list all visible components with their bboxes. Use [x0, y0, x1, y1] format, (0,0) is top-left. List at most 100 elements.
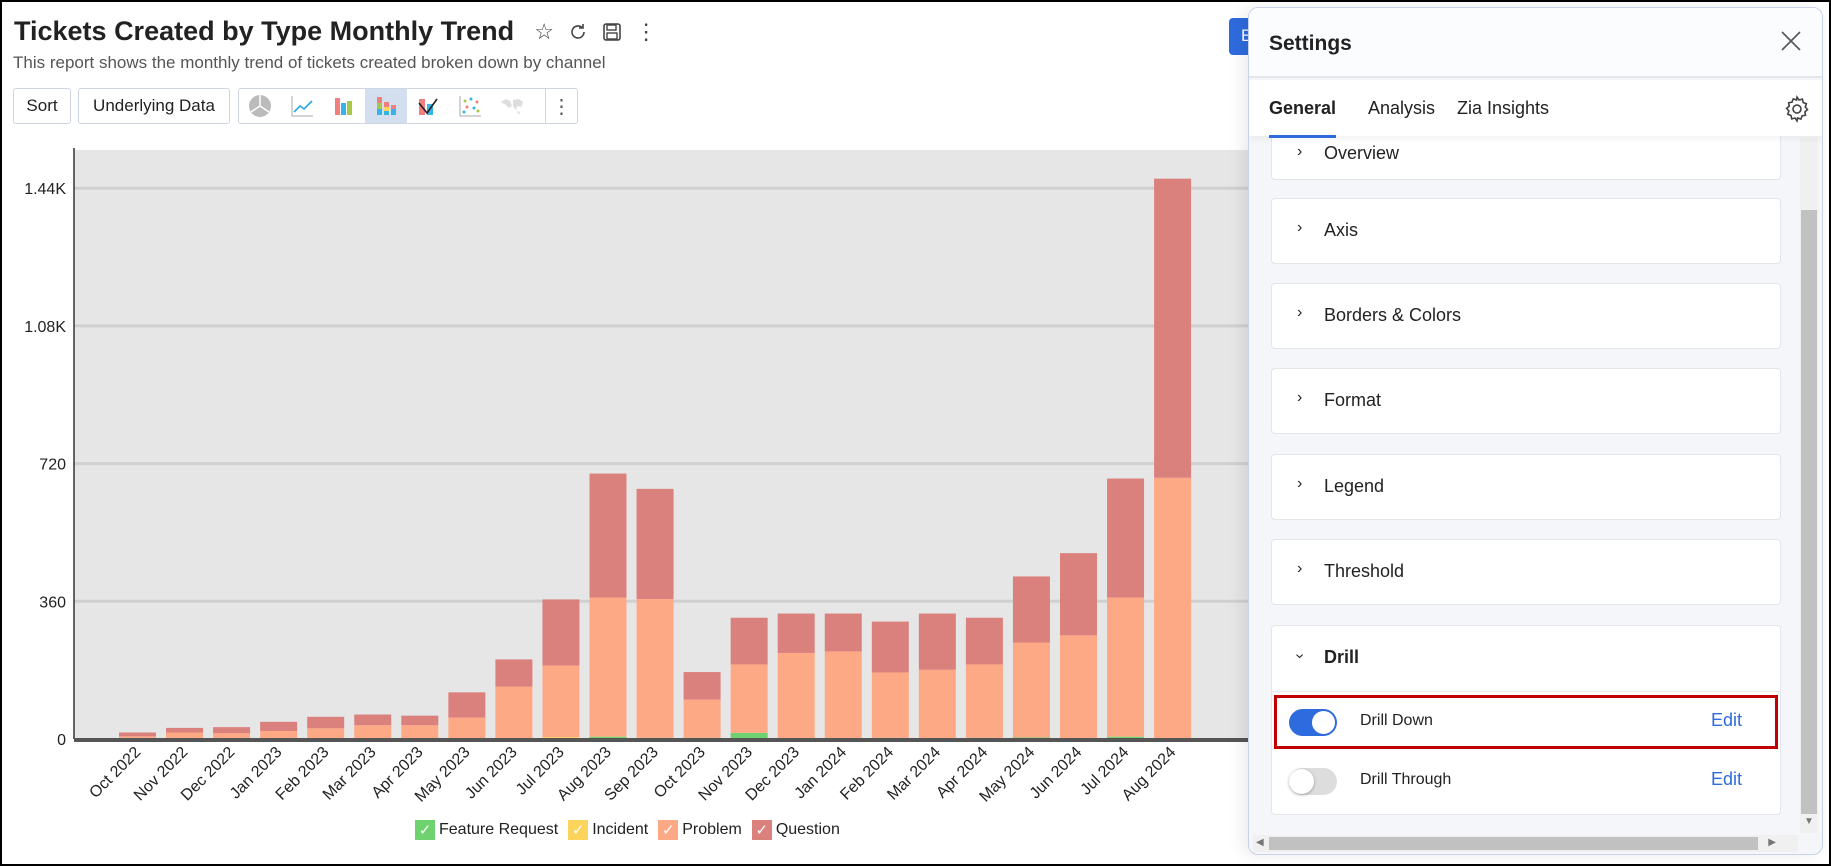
bar-segment-question[interactable]: [730, 617, 768, 665]
star-icon[interactable]: ☆: [534, 18, 554, 44]
bar-segment-problem[interactable]: [871, 672, 909, 738]
section-label: Overview: [1324, 143, 1400, 163]
bar-segment-question[interactable]: [1012, 576, 1050, 643]
bar-segment-question[interactable]: [1060, 553, 1097, 636]
legend-item-feature-request[interactable]: ✓ Feature Request: [415, 820, 558, 840]
x-tick-label: Jun 2024: [1027, 744, 1086, 803]
bar-segment-question[interactable]: [448, 692, 486, 718]
scroll-down-arrow-icon[interactable]: ▼: [1804, 816, 1814, 827]
tab-general[interactable]: General: [1269, 98, 1337, 138]
bar-segment-problem[interactable]: [260, 730, 298, 739]
bar-segment-question[interactable]: [683, 672, 721, 700]
drill-down-toggle[interactable]: [1289, 709, 1337, 736]
bar-segment-problem[interactable]: [1154, 477, 1192, 739]
legend-item-question[interactable]: ✓ Question: [751, 820, 840, 840]
settings-tabs: General Analysis Zia Insights: [1249, 80, 1822, 138]
section-axis[interactable]: › Axis: [1271, 198, 1781, 264]
chevron-down-icon: ›: [1291, 653, 1309, 659]
tab-analysis[interactable]: Analysis: [1368, 98, 1436, 118]
bar-segment-question[interactable]: [401, 715, 439, 726]
vertical-scrollbar[interactable]: ▼: [1800, 138, 1818, 833]
scroll-right-arrow-icon[interactable]: ▶: [1768, 837, 1776, 848]
bar-segment-problem[interactable]: [213, 733, 251, 739]
legend-item-incident[interactable]: ✓ Incident: [568, 820, 648, 840]
bar-segment-problem[interactable]: [166, 732, 204, 739]
scrollbar-thumb[interactable]: [1269, 837, 1758, 850]
bar-chart-icon[interactable]: [323, 89, 365, 123]
refresh-icon[interactable]: [566, 20, 590, 44]
drill-down-edit-link[interactable]: Edit: [1710, 710, 1742, 730]
bar-segment-question[interactable]: [260, 721, 298, 731]
bar-segment-question[interactable]: [918, 613, 956, 670]
checkmark-icon: ✓: [658, 820, 679, 840]
bar-segment-problem[interactable]: [1060, 635, 1097, 739]
bar-segment-question[interactable]: [589, 473, 627, 598]
bar-segment-feature-request[interactable]: [1107, 736, 1145, 739]
stacked-bar-chart-icon[interactable]: [365, 89, 407, 123]
bar-segment-question[interactable]: [213, 727, 251, 734]
bar-segment-problem[interactable]: [354, 725, 392, 739]
more-chart-types-icon[interactable]: ⋮: [545, 89, 577, 123]
bar-segment-problem[interactable]: [1012, 642, 1050, 738]
settings-title: Settings: [1269, 32, 1352, 55]
bar-segment-question[interactable]: [354, 714, 392, 726]
chevron-right-icon: ›: [1297, 560, 1303, 577]
bar-segment-problem[interactable]: [683, 699, 721, 738]
y-tick-label: 720: [39, 457, 66, 474]
section-legend[interactable]: › Legend: [1271, 454, 1781, 520]
bar-segment-problem[interactable]: [307, 728, 345, 739]
bar-segment-problem[interactable]: [542, 665, 580, 738]
legend-item-problem[interactable]: ✓ Problem: [658, 820, 742, 840]
sort-button[interactable]: Sort: [13, 88, 71, 124]
line-chart-icon[interactable]: [281, 89, 323, 123]
bar-segment-feature-request[interactable]: [589, 736, 627, 739]
horizontal-scrollbar[interactable]: ◀ ▶: [1253, 835, 1798, 852]
bar-segment-problem[interactable]: [777, 652, 815, 739]
bar-segment-problem[interactable]: [1107, 597, 1145, 737]
section-borders-colors[interactable]: › Borders & Colors: [1271, 283, 1781, 349]
section-label: Legend: [1324, 476, 1385, 496]
scroll-left-arrow-icon[interactable]: ◀: [1256, 837, 1264, 848]
gear-icon[interactable]: [1782, 94, 1812, 124]
bar-segment-question[interactable]: [119, 732, 156, 737]
scatter-chart-icon[interactable]: [449, 89, 491, 123]
scrollbar-thumb[interactable]: [1801, 210, 1817, 814]
bar-segment-problem[interactable]: [589, 597, 627, 737]
bar-segment-question[interactable]: [965, 617, 1003, 665]
bar-segment-question[interactable]: [495, 659, 533, 687]
section-label: Drill: [1324, 647, 1360, 667]
bar-segment-problem[interactable]: [636, 599, 674, 738]
more-vertical-icon[interactable]: ⋮: [635, 18, 658, 44]
drill-header[interactable]: › Drill: [1272, 626, 1780, 692]
underlying-data-button[interactable]: Underlying Data: [78, 88, 230, 124]
bar-segment-feature-request[interactable]: [730, 732, 768, 739]
drill-through-toggle[interactable]: [1289, 768, 1337, 795]
bar-segment-question[interactable]: [1107, 478, 1145, 598]
bar-segment-problem[interactable]: [730, 664, 768, 733]
bar-segment-question[interactable]: [1154, 178, 1192, 478]
section-format[interactable]: › Format: [1271, 368, 1781, 434]
pie-chart-icon[interactable]: [239, 89, 281, 123]
section-threshold[interactable]: › Threshold: [1271, 539, 1781, 605]
bar-segment-problem[interactable]: [448, 717, 486, 739]
bar-segment-problem[interactable]: [401, 725, 439, 739]
drill-through-edit-link[interactable]: Edit: [1710, 769, 1742, 789]
bar-segment-problem[interactable]: [918, 669, 956, 739]
bar-segment-problem[interactable]: [824, 651, 862, 739]
map-chart-icon[interactable]: [491, 89, 533, 123]
bar-segment-question[interactable]: [824, 613, 862, 652]
bar-segment-question[interactable]: [777, 613, 815, 653]
bar-segment-question[interactable]: [636, 488, 674, 600]
bar-segment-question[interactable]: [307, 716, 345, 729]
bar-segment-question[interactable]: [871, 621, 909, 673]
save-icon[interactable]: [600, 20, 624, 44]
close-icon[interactable]: [1774, 24, 1808, 58]
bar-segment-problem[interactable]: [965, 664, 1003, 738]
tab-zia-insights[interactable]: Zia Insights: [1457, 98, 1550, 118]
combo-chart-icon[interactable]: [407, 89, 449, 123]
bar-segment-question[interactable]: [542, 599, 580, 666]
bar-segment-question[interactable]: [166, 727, 204, 733]
bar-segment-problem[interactable]: [119, 736, 156, 739]
bar-segment-problem[interactable]: [495, 686, 533, 739]
section-label: Borders & Colors: [1324, 305, 1462, 325]
